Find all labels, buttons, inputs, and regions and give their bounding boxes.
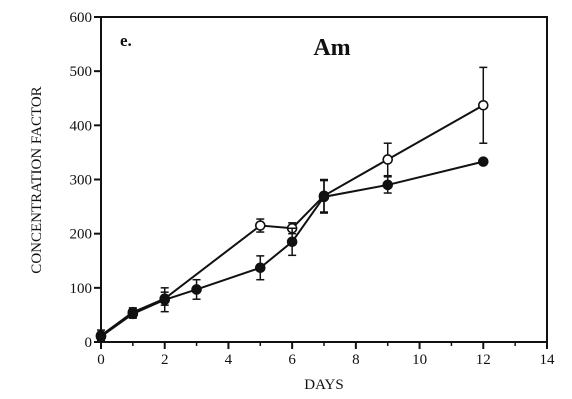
x-tick-label: 4	[225, 352, 233, 368]
filled-circle-point	[286, 236, 298, 248]
open-circle-point	[477, 99, 489, 111]
x-tick-label: 10	[412, 352, 427, 368]
filled-circle-point	[159, 294, 171, 306]
filled-circle-point	[382, 179, 394, 191]
filled-circle-point	[318, 191, 330, 203]
chart-title: Am	[313, 35, 350, 61]
filled-circle-point	[95, 331, 107, 342]
y-tick-label: 300	[70, 173, 93, 189]
x-tick-label: 14	[540, 352, 556, 368]
y-tick-label: 600	[70, 10, 93, 26]
y-axis-title: CONCENTRATION FACTOR	[29, 86, 45, 273]
y-tick-label: 400	[70, 118, 93, 134]
x-tick-label: 0	[97, 352, 105, 368]
series-0	[95, 66, 489, 342]
open-circle-point	[254, 220, 266, 231]
y-tick-label: 500	[70, 64, 93, 80]
open-circle-point	[382, 154, 394, 165]
x-axis-title: DAYS	[304, 377, 343, 393]
series-1	[95, 156, 489, 342]
series-line	[100, 104, 484, 337]
x-tick-label: 8	[352, 352, 360, 368]
y-tick-label: 0	[85, 335, 93, 351]
y-axis-ticks: 0 100 200 300 400 500 600	[70, 10, 101, 351]
panel-label: e.	[120, 31, 132, 50]
x-axis-ticks: 0 2 4 6 8 10 12 14	[97, 342, 555, 368]
x-tick-label: 12	[476, 352, 491, 368]
x-tick-label: 6	[288, 352, 296, 368]
series-layer	[95, 66, 489, 342]
filled-circle-point	[254, 262, 266, 274]
y-tick-label: 100	[70, 281, 93, 297]
filled-circle-point	[127, 308, 139, 320]
filled-circle-point	[477, 156, 489, 167]
filled-circle-point	[191, 284, 202, 295]
y-tick-label: 200	[70, 227, 93, 243]
x-tick-label: 2	[161, 352, 169, 368]
